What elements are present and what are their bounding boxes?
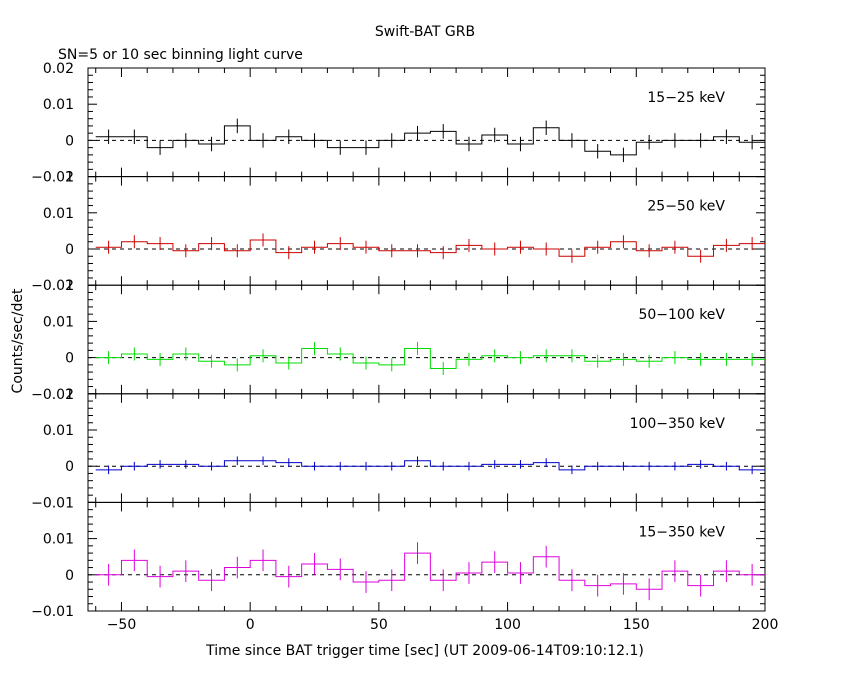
panel-label: 15−350 keV xyxy=(638,524,725,540)
panel-label: 25−50 keV xyxy=(647,199,725,215)
panel-frame xyxy=(87,67,766,178)
y-tick-label: 0 xyxy=(65,459,74,475)
series-step-line xyxy=(95,460,765,471)
y-tick-label: 0.02 xyxy=(43,61,74,77)
panel-frame xyxy=(87,176,766,286)
y-tick-label: 0.01 xyxy=(43,97,74,113)
series-step-line xyxy=(95,552,765,590)
panels-group: −0.01 0 0.01 0.02 15−25 keV −0.01 0 0.01 2 25−50 … xyxy=(31,61,778,633)
y-tick-label: 2 xyxy=(65,278,74,294)
y-tick-label: −0.01 xyxy=(31,170,74,186)
series-step-line xyxy=(95,239,765,257)
x-tick-label: 0 xyxy=(246,617,255,633)
series-step-line xyxy=(95,125,765,156)
panel-label: 50−100 keV xyxy=(638,307,725,323)
panel-5: −0.01 0 0.01 15−350 keV xyxy=(31,501,766,620)
y-tick-label: 0 xyxy=(65,242,74,258)
panel-label: 100−350 keV xyxy=(630,416,726,432)
y-axis-label: Counts/sec/det xyxy=(10,288,26,393)
y-tick-label: 0 xyxy=(65,568,74,584)
y-tick-label: 0 xyxy=(65,351,74,367)
x-tick-label: 50 xyxy=(370,617,388,633)
y-tick-label: 2 xyxy=(65,387,74,403)
x-tick-label: −50 xyxy=(107,617,137,633)
panel-1: −0.01 0 0.01 0.02 15−25 keV xyxy=(31,61,766,186)
y-tick-label: 0.01 xyxy=(43,314,74,330)
panel-frame xyxy=(87,393,766,503)
series-step-line xyxy=(95,348,765,369)
y-tick-label: −0.01 xyxy=(31,278,74,294)
figure-title: Swift-BAT GRB xyxy=(375,24,475,40)
panel-2: −0.01 0 0.01 2 25−50 keV xyxy=(31,170,766,294)
panel-frame xyxy=(87,284,766,395)
panel-frame xyxy=(87,501,766,612)
y-tick-label: 0.01 xyxy=(43,532,74,548)
x-axis-label: Time since BAT trigger time [sec] (UT 20… xyxy=(205,643,644,659)
figure-subtitle: SN=5 or 10 sec binning light curve xyxy=(58,47,303,63)
y-tick-label: 2 xyxy=(65,170,74,186)
panel-3: −0.01 0 0.01 2 50−100 keV xyxy=(31,278,766,403)
x-tick-label: 100 xyxy=(494,617,521,633)
y-tick-label: 0 xyxy=(65,133,74,149)
x-tick-label: 150 xyxy=(623,617,650,633)
y-tick-label: 0.01 xyxy=(43,206,74,222)
y-tick-label: −0.01 xyxy=(31,387,74,403)
y-tick-label: −0.01 xyxy=(31,495,74,511)
panel-label: 15−25 keV xyxy=(647,90,725,106)
y-tick-label: 0.01 xyxy=(43,423,74,439)
panel-4: −0.01 0 0.01 2 100−350 keV xyxy=(31,387,766,511)
y-tick-label: −0.01 xyxy=(31,604,74,620)
x-tick-label: 200 xyxy=(752,617,779,633)
